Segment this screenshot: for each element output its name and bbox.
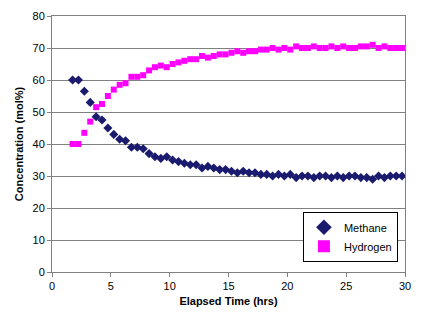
svg-text:40: 40 [33,138,45,150]
svg-text:10: 10 [164,280,176,292]
svg-text:Concentration (mol%): Concentration (mol%) [13,87,25,202]
svg-text:5: 5 [108,280,114,292]
svg-text:20: 20 [281,280,293,292]
svg-text:Elapsed Time (hrs): Elapsed Time (hrs) [179,295,278,307]
svg-text:0: 0 [39,266,45,278]
svg-text:25: 25 [340,280,352,292]
svg-text:0: 0 [49,280,55,292]
svg-text:Methane: Methane [344,222,387,234]
svg-text:20: 20 [33,202,45,214]
svg-text:70: 70 [33,42,45,54]
svg-text:30: 30 [33,170,45,182]
svg-text:Hydrogen: Hydrogen [344,241,392,253]
svg-text:15: 15 [222,280,234,292]
svg-text:50: 50 [33,106,45,118]
svg-text:10: 10 [33,234,45,246]
svg-text:80: 80 [33,10,45,22]
svg-text:60: 60 [33,74,45,86]
svg-text:30: 30 [399,280,411,292]
